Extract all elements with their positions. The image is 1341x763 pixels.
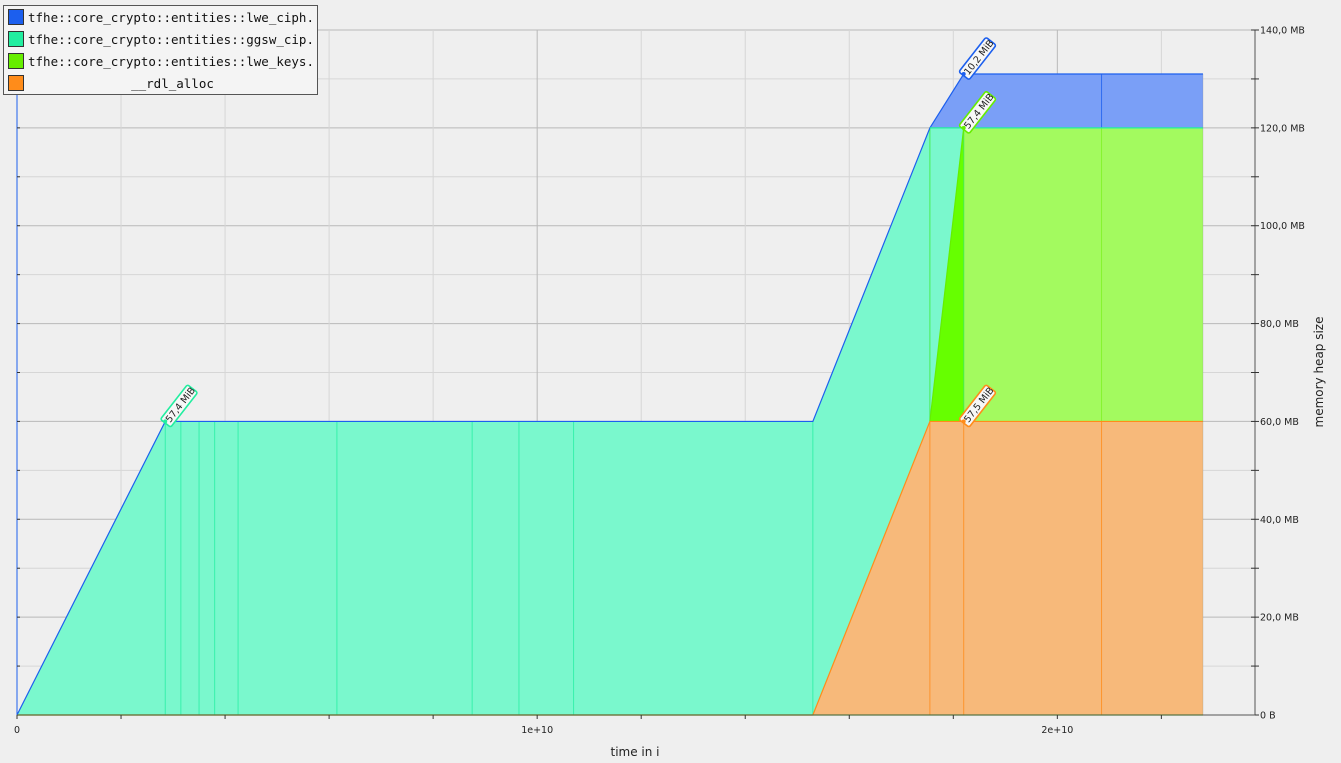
- x-axis-label: time in i: [610, 745, 659, 759]
- x-tick-label: 0: [14, 725, 20, 736]
- peak-marker: [961, 125, 966, 130]
- line-lwe-keyswitch: [929, 127, 965, 422]
- legend-swatch: [8, 53, 24, 69]
- y-tick-label: 20,0 MB: [1260, 613, 1299, 624]
- y-tick-label: 120,0 MB: [1260, 123, 1305, 134]
- area-rdl-alloc: [17, 421, 1203, 715]
- legend-item-rdl-alloc[interactable]: __rdl_alloc: [4, 72, 317, 94]
- legend-item-lwe-keyswitch[interactable]: tfhe::core_crypto::entities::lwe_keys...: [4, 50, 317, 72]
- peak-marker: [163, 419, 168, 424]
- y-tick-label: 100,0 MB: [1260, 221, 1305, 232]
- y-tick-label: 60,0 MB: [1260, 417, 1299, 428]
- legend-swatch: [8, 75, 24, 91]
- y-tick-label: 40,0 MB: [1260, 515, 1299, 526]
- axes: 0 B 20,0 MB 40,0 MB 60,0 MB 80,0 MB 100,0 MB 1…: [14, 26, 1305, 737]
- peak-marker: [961, 72, 966, 77]
- legend: tfhe::core_crypto::entities::lwe_ciph...…: [3, 5, 318, 95]
- legend-label: tfhe::core_crypto::entities::lwe_ciph...: [28, 9, 317, 25]
- legend-item-ggsw-ciphertext[interactable]: tfhe::core_crypto::entities::ggsw_cip...: [4, 28, 317, 50]
- legend-swatch: [8, 9, 24, 25]
- legend-label: __rdl_alloc: [131, 75, 214, 91]
- legend-label: tfhe::core_crypto::entities::lwe_keys...: [28, 53, 317, 69]
- peak-label-text: 57,4 MiB: [164, 385, 198, 424]
- y-axis-label: memory heap size: [1312, 317, 1326, 428]
- y-tick-label: 0 B: [1260, 711, 1276, 722]
- x-tick-label: 2e+10: [1041, 725, 1073, 736]
- area-lwe-keyswitch: [929, 127, 1203, 422]
- legend-label: tfhe::core_crypto::entities::ggsw_cip...: [28, 31, 317, 47]
- peak-marker: [961, 419, 966, 424]
- peak-label-text: 10,2 MiB: [962, 38, 996, 77]
- x-tick-label: 1e+10: [521, 725, 553, 736]
- line-lwe-ciphertext: [16, 73, 1203, 716]
- legend-swatch: [8, 31, 24, 47]
- legend-item-lwe-ciphertext[interactable]: tfhe::core_crypto::entities::lwe_ciph...: [4, 6, 317, 28]
- y-tick-label: 140,0 MB: [1260, 26, 1305, 37]
- y-tick-label: 80,0 MB: [1260, 319, 1299, 330]
